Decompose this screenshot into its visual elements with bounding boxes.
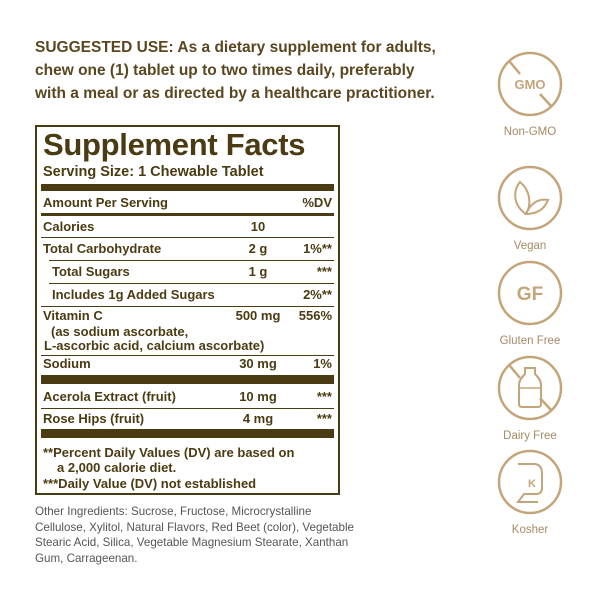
- badge-dairy-free: Dairy Free: [495, 354, 565, 442]
- row-name: Total Sugars: [52, 264, 130, 279]
- facts-row: Vitamin C 500 mg 556%: [43, 308, 332, 324]
- svg-text:GMO: GMO: [514, 77, 545, 92]
- divider: [41, 375, 334, 384]
- vitamin-c-source: (as sodium ascorbate,: [51, 324, 189, 339]
- divider: [49, 260, 334, 261]
- header-row: Amount Per Serving %DV: [43, 195, 332, 211]
- svg-text:K: K: [528, 478, 536, 490]
- badge-label: Dairy Free: [503, 430, 557, 442]
- row-dv: ***: [316, 264, 332, 279]
- suggested-use: SUGGESTED USE: As a dietary supplement f…: [35, 36, 475, 105]
- facts-row: Sodium 30 mg 1%: [43, 356, 332, 372]
- badge-label: Non-GMO: [503, 126, 557, 138]
- row-name: Includes 1g Added Sugars: [52, 287, 215, 302]
- facts-title: Supplement Facts: [43, 127, 306, 162]
- badge-gluten-free: GF Gluten Free: [495, 259, 565, 347]
- footnote: **Percent Daily Values (DV) are based on: [43, 445, 295, 460]
- milk-bottle-crossed-icon: [497, 355, 563, 421]
- supplement-facts-panel: Supplement Facts Serving Size: 1 Chewabl…: [35, 125, 340, 495]
- badge-label: Vegan: [513, 240, 547, 252]
- row-amount: 1 g: [248, 264, 268, 279]
- footnote: ***Daily Value (DV) not established: [43, 476, 257, 491]
- vitamin-c-source: L-ascorbic acid, calcium ascorbate): [44, 338, 265, 353]
- row-name: Rose Hips (fruit): [43, 411, 145, 426]
- divider: [41, 355, 334, 356]
- svg-text:GF: GF: [517, 284, 543, 305]
- row-amount: 4 mg: [242, 411, 274, 426]
- row-amount: 10 mg: [239, 389, 277, 404]
- gf-icon: GF: [497, 260, 563, 326]
- row-name: Calories: [43, 219, 95, 234]
- gmo-crossed-icon: GMO: [497, 51, 563, 117]
- row-amount: 2 g: [248, 241, 268, 256]
- facts-row: Acerola Extract (fruit) 10 mg ***: [43, 389, 332, 405]
- facts-row: Total Sugars 1 g ***: [43, 264, 332, 280]
- badge-label: Gluten Free: [499, 335, 561, 347]
- badge-vegan: Vegan: [495, 164, 565, 252]
- header-dv: %DV: [302, 195, 332, 210]
- serving-size: Serving Size: 1 Chewable Tablet: [43, 164, 264, 180]
- badge-kosher: K Kosher: [495, 448, 565, 536]
- row-amount: 500 mg: [235, 308, 281, 323]
- badge-non-gmo: GMO Non-GMO: [495, 50, 565, 138]
- footnote: a 2,000 calorie diet.: [57, 460, 177, 475]
- badge-label: Kosher: [511, 524, 549, 536]
- row-name: Vitamin C: [43, 308, 103, 323]
- row-amount: 10: [250, 219, 266, 234]
- divider: [41, 237, 334, 238]
- facts-row: Rose Hips (fruit) 4 mg ***: [43, 411, 332, 427]
- divider: [41, 213, 334, 216]
- row-dv: 2%**: [303, 287, 332, 302]
- divider: [41, 429, 334, 438]
- row-dv: ***: [316, 389, 332, 404]
- row-dv: ***: [316, 411, 332, 426]
- header-amount: Amount Per Serving: [43, 195, 168, 210]
- divider: [41, 306, 334, 307]
- other-ingredients: Other Ingredients: Sucrose, Fructose, Mi…: [35, 505, 354, 565]
- divider: [41, 184, 334, 191]
- divider: [41, 408, 334, 409]
- suggested-use-line: SUGGESTED USE: As a dietary supplement f…: [35, 39, 436, 56]
- divider: [49, 283, 334, 284]
- row-dv: 1%**: [303, 241, 332, 256]
- row-name: Sodium: [43, 356, 91, 371]
- row-name: Acerola Extract (fruit): [43, 389, 176, 404]
- row-dv: 556%: [298, 308, 332, 323]
- facts-row: Calories 10: [43, 219, 332, 235]
- row-dv: 1%: [313, 356, 332, 371]
- row-name: Total Carbohydrate: [43, 241, 162, 256]
- suggested-use-line: with a meal or as directed by a healthca…: [35, 85, 435, 102]
- facts-row: Total Carbohydrate 2 g 1%**: [43, 241, 332, 257]
- facts-row: Includes 1g Added Sugars 2%**: [43, 287, 332, 303]
- row-amount: 30 mg: [239, 356, 277, 371]
- leaf-icon: [497, 165, 563, 231]
- kosher-icon: K: [497, 449, 563, 515]
- suggested-use-line: chew one (1) tablet up to two times dail…: [35, 62, 415, 79]
